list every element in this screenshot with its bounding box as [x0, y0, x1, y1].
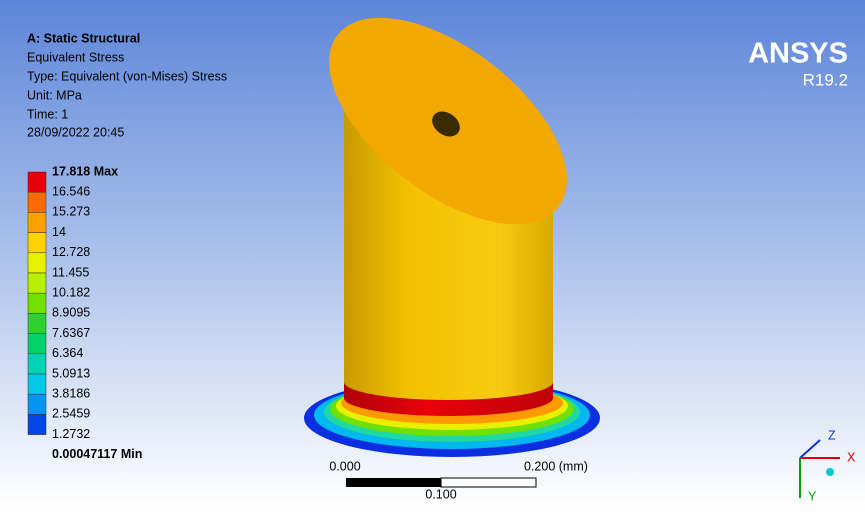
y-label: Y [808, 489, 817, 503]
legend-swatch [28, 192, 46, 212]
legend-label: 0.00047117 Min [52, 447, 142, 461]
result-type: Type: Equivalent (von-Mises) Stress [27, 69, 227, 83]
legend-swatch [28, 172, 46, 192]
version: R19.2 [803, 70, 848, 89]
legend-swatch [28, 273, 46, 293]
legend-swatch [28, 212, 46, 232]
result-name: Equivalent Stress [27, 50, 124, 64]
legend-label: 3.8186 [52, 386, 90, 400]
legend-swatch [28, 313, 46, 333]
legend-label: 11.455 [52, 265, 89, 279]
legend-label: 16.546 [52, 184, 90, 198]
legend-label: 1.2732 [52, 427, 90, 441]
legend-label: 15.273 [52, 205, 90, 219]
unit: Unit: MPa [27, 88, 82, 102]
legend-label: 12.728 [52, 245, 90, 259]
viewport: A: Static Structural Equivalent Stress T… [0, 0, 865, 507]
logo: ANSYS [748, 38, 848, 70]
timestamp: 28/09/2022 20:45 [27, 125, 124, 139]
legend-label: 14 [52, 225, 66, 239]
time: Time: 1 [27, 107, 68, 121]
page: A: Static Structural Equivalent Stress T… [0, 0, 865, 512]
legend-label: 10.182 [52, 285, 90, 299]
legend-label: 7.6367 [52, 326, 90, 340]
scale-white [441, 478, 536, 487]
legend-label: 8.9095 [52, 306, 90, 320]
legend-label: 5.0913 [52, 366, 90, 380]
scale-right: 0.200 (mm) [524, 459, 588, 473]
x-label: X [847, 450, 856, 464]
legend-swatch [28, 334, 46, 354]
scale-middle: 0.100 [425, 487, 456, 501]
triad-ball [826, 468, 834, 476]
legend-label: 17.818 Max [52, 164, 118, 178]
legend-swatch [28, 354, 46, 374]
legend-swatch [28, 253, 46, 273]
z-label: Z [828, 428, 836, 442]
scale-left: 0.000 [329, 459, 360, 473]
legend-label: 2.5459 [52, 407, 90, 421]
legend-label: 6.364 [52, 346, 83, 360]
legend-swatch [28, 293, 46, 313]
legend-swatch [28, 394, 46, 414]
legend-swatch [28, 374, 46, 394]
legend-swatch [28, 233, 46, 253]
analysis-title: A: Static Structural [27, 31, 140, 45]
scale-black [346, 478, 441, 487]
legend-swatch [28, 414, 46, 434]
